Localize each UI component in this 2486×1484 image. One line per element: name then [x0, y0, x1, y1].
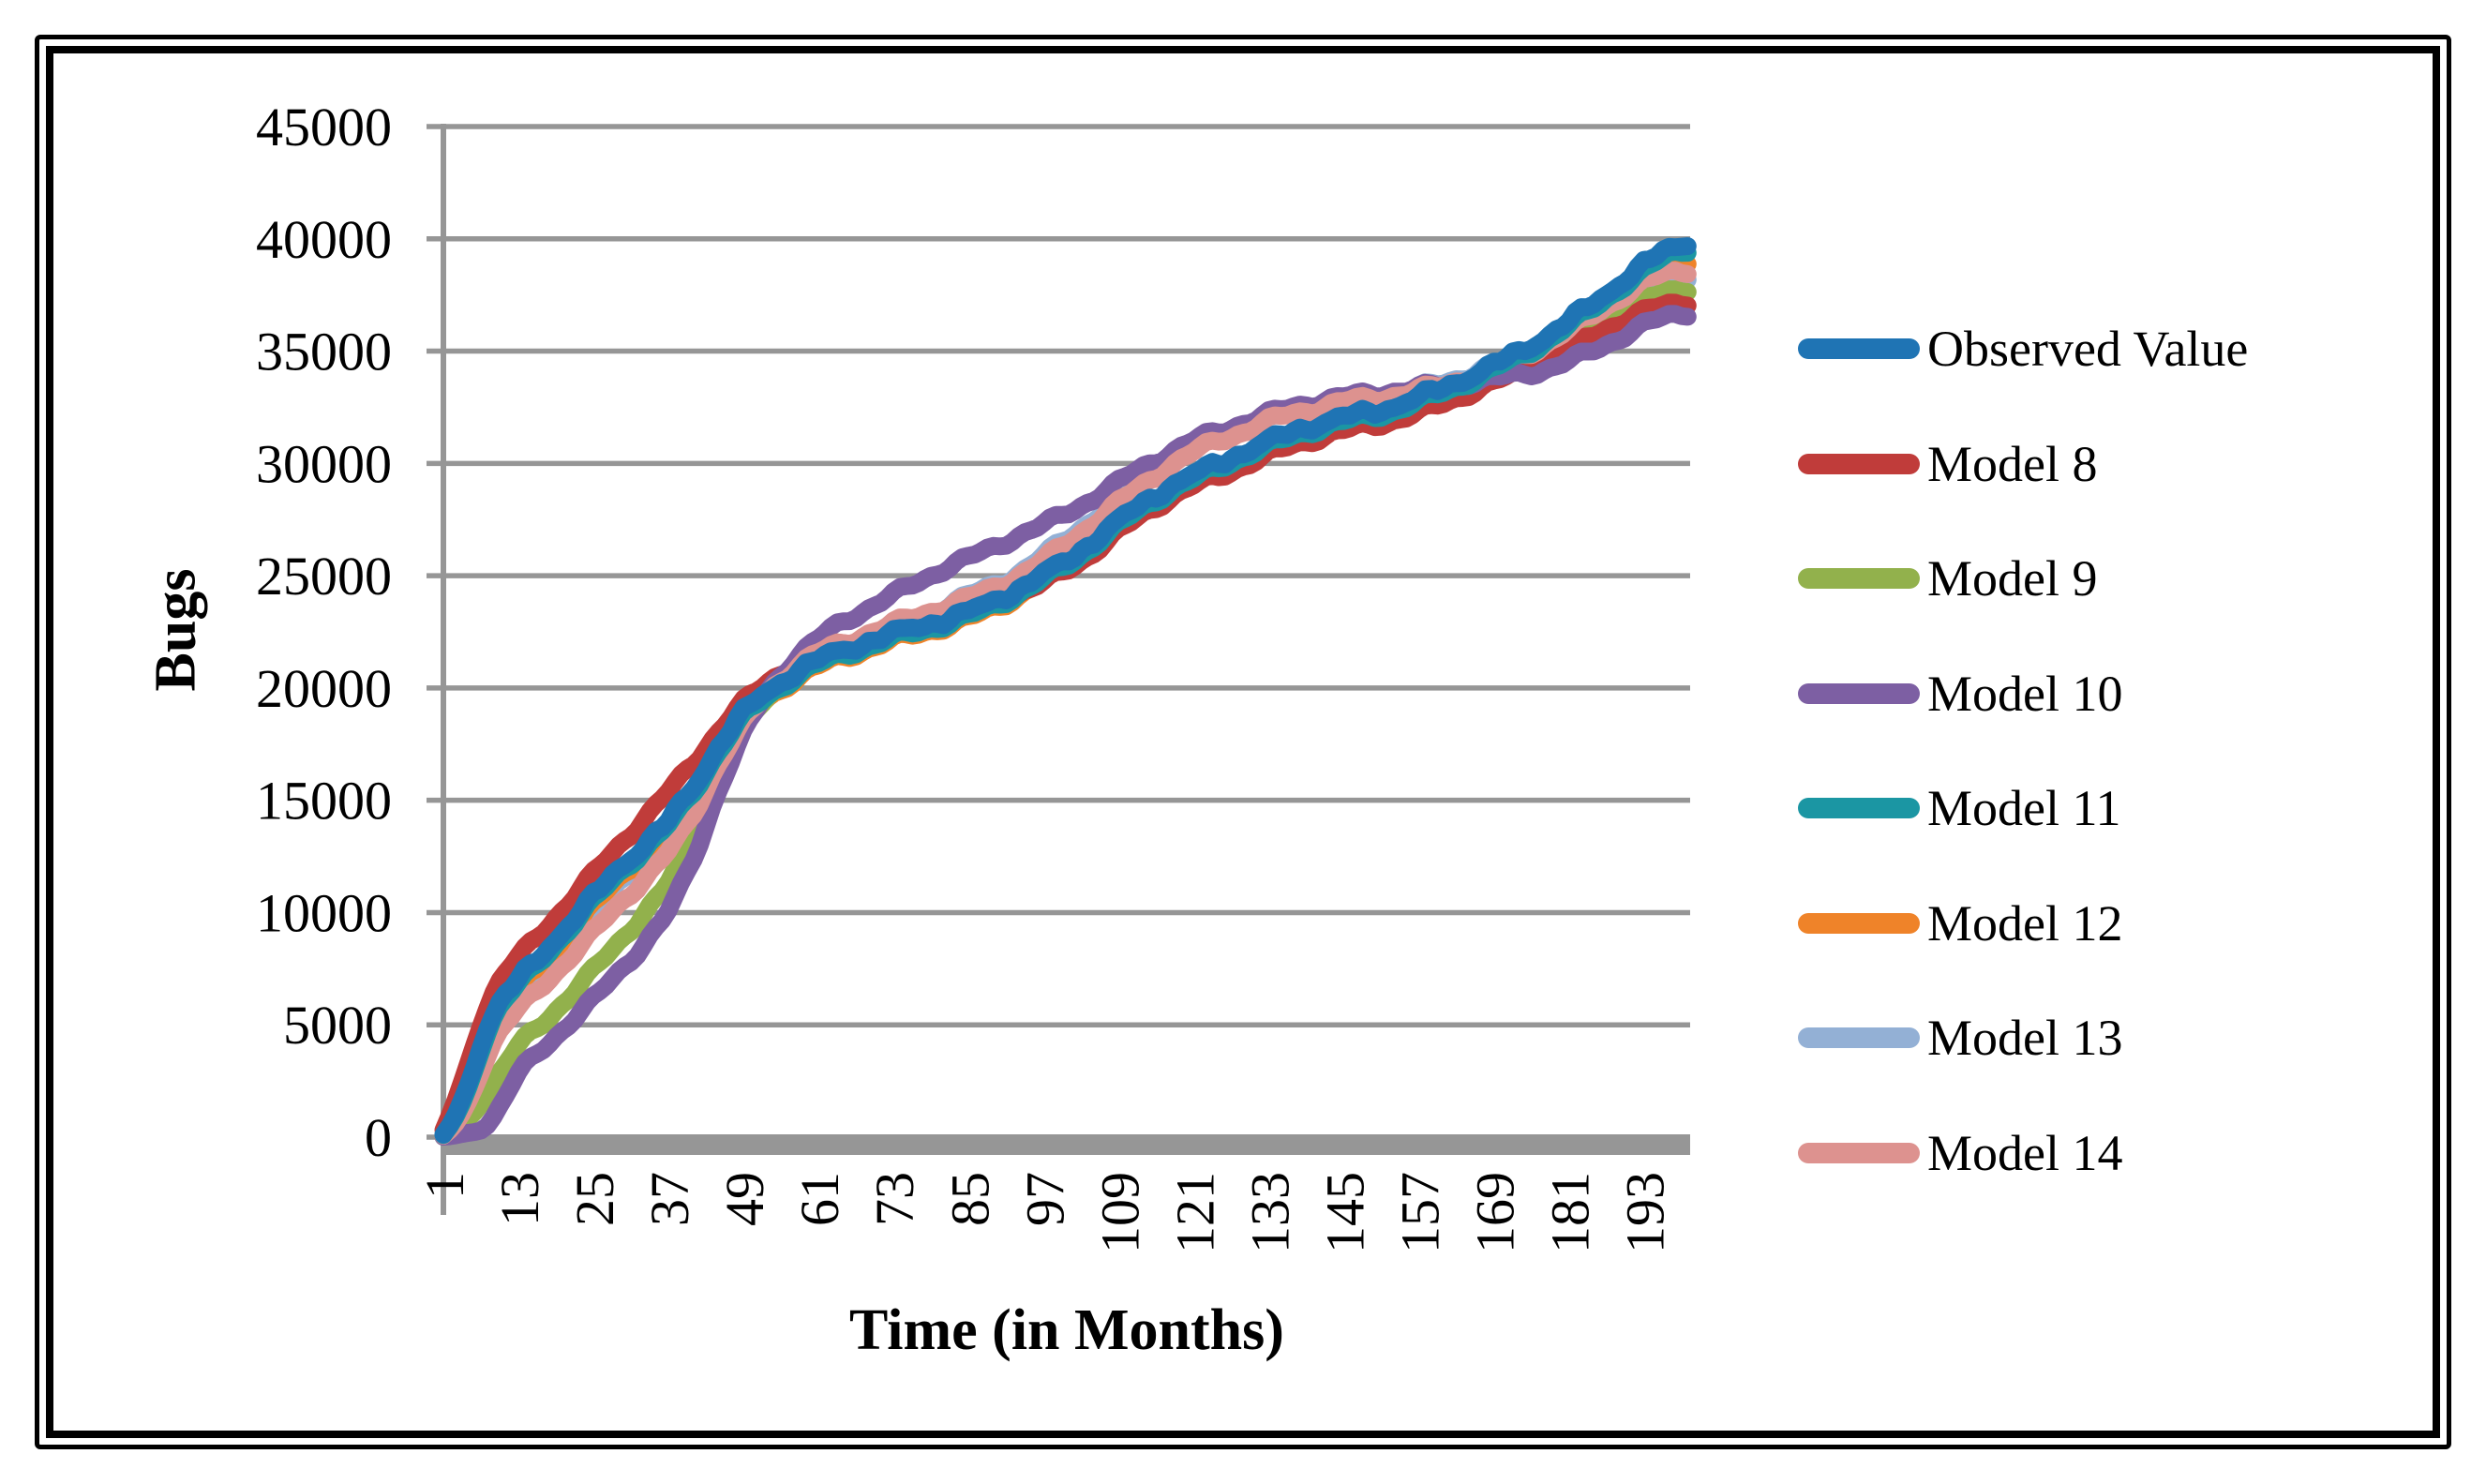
legend-item-model-12: Model 12 — [1798, 894, 2123, 952]
legend-item-observed-value: Observed Value — [1798, 320, 2248, 378]
y-tick-label-10000: 10000 — [256, 882, 392, 943]
legend: Observed Value Model 8 Model 9 Model 10 Mode… — [1798, 0, 2323, 1484]
y-tick-label-0: 0 — [365, 1107, 392, 1168]
legend-item-model-9: Model 9 — [1798, 549, 2098, 607]
legend-label: Model 11 — [1927, 780, 2121, 836]
y-tick-label-15000: 15000 — [256, 771, 392, 832]
x-tick-label-133: 133 — [1239, 1172, 1300, 1253]
series-line-model-9 — [434, 280, 1697, 1147]
y-tick-label-35000: 35000 — [256, 322, 392, 382]
legend-swatch-icon — [1798, 568, 1920, 589]
legend-item-model-13: Model 13 — [1798, 1009, 2123, 1067]
x-tick-label-169: 169 — [1465, 1172, 1526, 1253]
y-tick-label-45000: 45000 — [256, 97, 392, 157]
y-tick-label-20000: 20000 — [256, 658, 392, 719]
x-tick-label-145: 145 — [1314, 1172, 1375, 1253]
legend-swatch-icon — [1798, 338, 1920, 359]
legend-item-model-8: Model 8 — [1798, 435, 2098, 493]
x-tick-label-109: 109 — [1089, 1172, 1150, 1253]
legend-label: Model 8 — [1927, 435, 2098, 492]
x-tick-label-73: 73 — [864, 1172, 925, 1226]
series-line-model-10 — [434, 305, 1697, 1147]
legend-label: Model 10 — [1927, 665, 2123, 722]
x-tick-label-157: 157 — [1390, 1172, 1451, 1253]
legend-item-model-11: Model 11 — [1798, 779, 2120, 837]
y-tick-label-25000: 25000 — [256, 546, 392, 607]
x-tick-label-1: 1 — [414, 1172, 475, 1199]
figure-inner-border — [46, 46, 2440, 1438]
legend-item-model-10: Model 10 — [1798, 665, 2123, 723]
legend-label: Model 9 — [1927, 550, 2098, 607]
series-line-model-8 — [434, 293, 1697, 1139]
series-line-model-12 — [434, 253, 1697, 1145]
legend-item-model-14: Model 14 — [1798, 1124, 2123, 1182]
x-tick-label-193: 193 — [1615, 1172, 1676, 1253]
y-axis-title: Bugs — [143, 568, 208, 692]
legend-swatch-icon — [1798, 1142, 1920, 1163]
legend-swatch-icon — [1798, 1027, 1920, 1048]
legend-label: Model 14 — [1927, 1124, 2123, 1181]
legend-label: Model 12 — [1927, 894, 2123, 952]
y-tick-label-5000: 5000 — [283, 995, 392, 1056]
x-tick-label-85: 85 — [939, 1172, 1000, 1226]
x-tick-label-49: 49 — [714, 1172, 775, 1226]
x-tick-label-181: 181 — [1540, 1172, 1601, 1253]
x-axis-title: Time (in Months) — [849, 1298, 1284, 1362]
y-tick-label-30000: 30000 — [256, 433, 392, 494]
x-axis-line — [443, 1134, 1690, 1155]
legend-swatch-icon — [1798, 912, 1920, 934]
x-tick-label-25: 25 — [564, 1172, 625, 1226]
x-tick-label-13: 13 — [489, 1172, 550, 1226]
legend-label: Observed Value — [1927, 321, 2249, 377]
x-tick-label-37: 37 — [639, 1172, 700, 1226]
legend-swatch-icon — [1798, 798, 1920, 818]
figure-outer-border — [35, 35, 2451, 1449]
x-tick-label-61: 61 — [789, 1172, 850, 1226]
legend-swatch-icon — [1798, 453, 1920, 474]
series-line-model-13 — [434, 267, 1697, 1146]
x-tick-label-97: 97 — [1014, 1172, 1075, 1226]
x-tick-label-121: 121 — [1164, 1172, 1225, 1253]
series-line-observed-value — [434, 237, 1697, 1144]
y-tick-label-40000: 40000 — [256, 209, 392, 270]
series-line-model-14 — [434, 262, 1697, 1145]
legend-swatch-icon — [1798, 682, 1920, 704]
legend-label: Model 13 — [1927, 1010, 2123, 1066]
